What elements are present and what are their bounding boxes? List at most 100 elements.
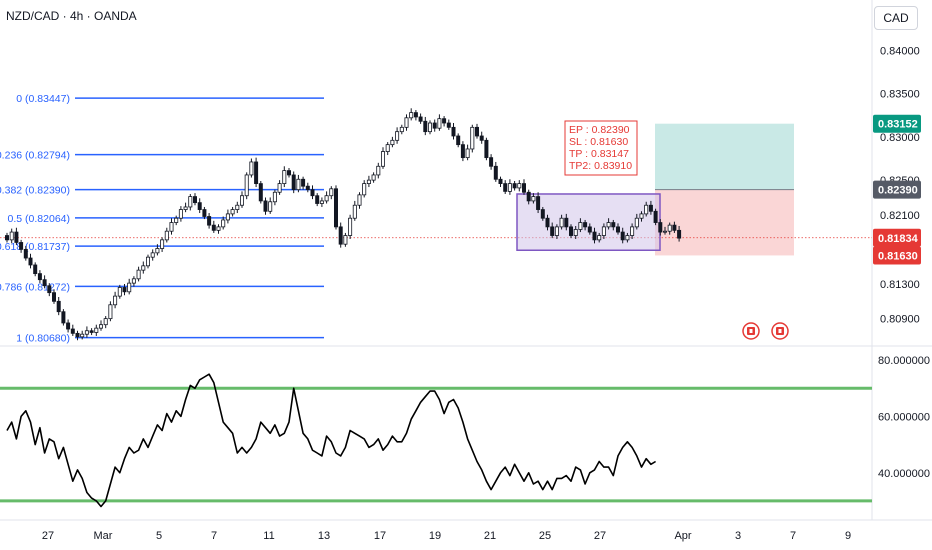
candle-body: [507, 183, 512, 192]
candle-body: [474, 126, 479, 137]
candle-body: [658, 222, 663, 233]
stop-loss-zone: [655, 189, 794, 256]
candle-body: [291, 174, 296, 191]
candle-body: [136, 269, 141, 280]
candle-body: [305, 185, 310, 191]
candle-body: [578, 222, 583, 230]
candle-body: [611, 222, 616, 228]
candle-body: [244, 174, 249, 197]
candle-body: [141, 265, 146, 271]
candle-body: [188, 196, 193, 208]
time-tick-label: 17: [374, 530, 386, 542]
candle-body: [630, 226, 635, 236]
candle-body: [648, 204, 653, 212]
candle-body: [14, 231, 19, 243]
price-tick-label: 0.80900: [880, 314, 920, 326]
time-tick-label: 25: [539, 530, 551, 542]
candle-body: [33, 264, 38, 275]
price-badge-label: 0.81834: [878, 233, 919, 245]
candle-body: [272, 191, 277, 203]
symbol-title[interactable]: NZD/CAD · 4h · OANDA: [6, 9, 137, 23]
rsi-tick-label: 80.000000: [878, 355, 930, 367]
candle-body: [113, 295, 118, 306]
candle-body: [550, 226, 555, 236]
candle-body: [230, 209, 235, 215]
candle-body: [559, 217, 564, 228]
candle-body: [254, 161, 259, 184]
time-tick-label: 27: [594, 530, 606, 542]
candle-body: [517, 183, 522, 189]
candle-body: [409, 112, 414, 119]
time-tick-label: 3: [735, 530, 741, 542]
candle-body: [569, 226, 574, 236]
time-tick-label: 13: [318, 530, 330, 542]
price-tick-label: 0.81300: [880, 279, 920, 291]
candle-body: [432, 122, 437, 129]
time-tick-label: Apr: [674, 530, 691, 542]
candle-body: [606, 222, 611, 228]
time-tick-label: 21: [484, 530, 496, 542]
candle-body: [493, 165, 498, 180]
candle-body: [663, 230, 668, 233]
candle-body: [296, 178, 301, 191]
flag-icon: [771, 322, 789, 340]
candle-body: [376, 165, 381, 176]
candle-body: [348, 217, 353, 236]
price-badge: [873, 180, 921, 199]
candle-body: [456, 135, 461, 146]
candle-body: [155, 248, 160, 254]
candle-body: [282, 170, 287, 184]
candle-body: [131, 278, 136, 284]
take-profit-zone: [655, 123, 794, 190]
candle-body: [249, 161, 254, 176]
candle-body: [362, 183, 367, 196]
time-tick-label: 11: [263, 530, 274, 542]
candle-body: [418, 116, 423, 122]
candle-body: [75, 332, 80, 338]
candle-body: [399, 126, 404, 133]
candle-body: [47, 285, 52, 294]
candle-body: [239, 195, 244, 206]
price-tick-label: 0.82100: [880, 210, 920, 222]
candle-body: [390, 139, 395, 146]
candle-body: [385, 144, 390, 152]
candle-body: [211, 224, 216, 231]
candle-body: [319, 200, 324, 204]
candle-body: [23, 248, 28, 259]
candle-body: [5, 235, 10, 241]
time-tick-label: 7: [790, 530, 796, 542]
flag-icon-center: [778, 329, 782, 333]
time-tick-label: 19: [429, 530, 441, 542]
candle-body: [28, 257, 33, 266]
candle-body: [446, 122, 451, 128]
candle-body: [479, 135, 484, 141]
price-tick-label: 0.83000: [880, 132, 920, 144]
candle-body: [150, 252, 155, 258]
candle-body: [207, 216, 212, 226]
currency-button[interactable]: CAD: [874, 6, 918, 30]
candle-body: [470, 126, 475, 150]
candle-body: [122, 287, 127, 293]
time-tick-label: 9: [845, 530, 851, 542]
candle-body: [19, 242, 24, 250]
candle-body: [554, 226, 559, 236]
candle-body: [310, 189, 315, 197]
candle-body: [202, 209, 207, 217]
candle-body: [489, 157, 494, 167]
candle-body: [587, 226, 592, 233]
candle-body: [639, 213, 644, 219]
flag-icon-center: [749, 329, 753, 333]
candle-body: [437, 118, 442, 129]
candle-body: [52, 292, 57, 302]
candle-body: [366, 179, 371, 184]
time-tick-label: Mar: [94, 530, 113, 542]
candle-body: [268, 201, 273, 212]
candle-body: [442, 118, 447, 124]
candle-body: [531, 196, 536, 202]
candle-body: [564, 217, 569, 228]
rsi-line: [6, 373, 657, 508]
candle-body: [192, 196, 197, 204]
